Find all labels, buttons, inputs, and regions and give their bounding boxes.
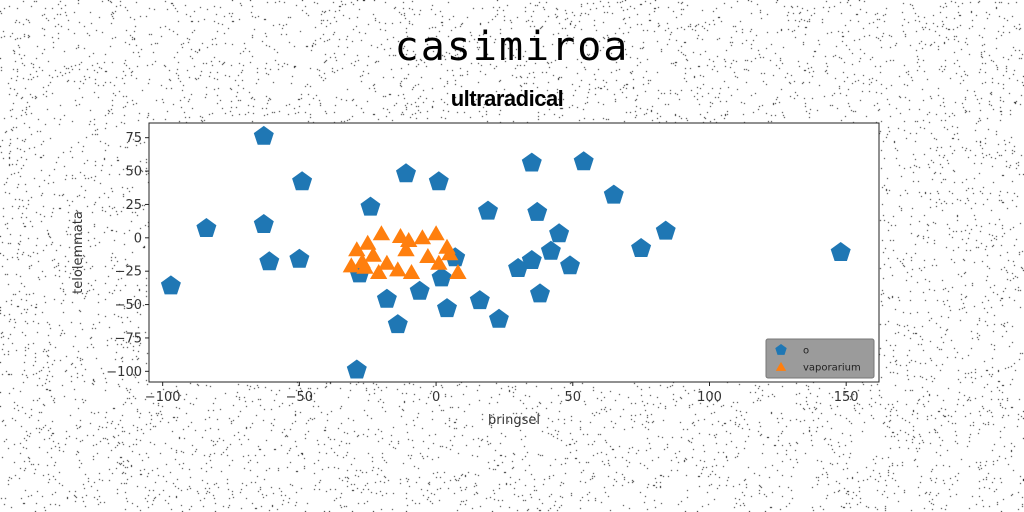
y-tick-label: −100	[106, 365, 142, 380]
series-o-point	[573, 151, 594, 171]
y-tick-label: −75	[115, 331, 142, 346]
legend-label: o	[803, 346, 809, 357]
series-vaporarium-point	[402, 264, 421, 279]
series-o-point	[346, 359, 367, 379]
series-o-point	[521, 250, 542, 269]
y-tick-label: −50	[115, 298, 142, 313]
series-o-point	[437, 298, 457, 318]
series-o-point	[387, 314, 408, 334]
series-o-point	[431, 267, 452, 287]
series-o-point	[376, 288, 397, 308]
series-o-point	[549, 223, 570, 243]
series-vaporarium-point	[364, 246, 382, 262]
series-o-point	[489, 308, 509, 328]
series-o-point	[196, 218, 217, 237]
y-tick-label: −25	[115, 265, 142, 280]
series-o-point	[289, 248, 310, 268]
series-o-point	[360, 196, 381, 216]
series-o-point	[396, 163, 416, 183]
series-o-point	[655, 220, 676, 240]
y-tick-label: 50	[125, 165, 142, 180]
series-vaporarium-point	[397, 241, 415, 257]
series-o-point	[540, 240, 561, 260]
plot-frame	[148, 122, 880, 383]
legend: o vaporarium	[765, 338, 875, 379]
series-vaporarium-point	[378, 254, 396, 270]
chart-title: casimiroa	[394, 24, 630, 70]
series-o-point	[160, 275, 181, 295]
chart-subtitle: ultraradical	[450, 86, 564, 111]
x-axis-label: bringsel	[488, 413, 540, 428]
x-tick-label: 150	[834, 390, 859, 405]
series-o-point	[253, 214, 274, 233]
legend-marker-1	[775, 361, 787, 371]
series-vaporarium-point	[430, 254, 448, 270]
legend-marker-0	[775, 344, 787, 355]
y-tick-label: 25	[125, 198, 142, 213]
series-o-point	[603, 184, 624, 204]
y-tick-label: 0	[134, 231, 142, 246]
series-o-point	[530, 283, 550, 303]
series-o-point	[527, 201, 548, 221]
series-vaporarium-point	[342, 257, 360, 273]
x-tick-label: 0	[432, 390, 440, 405]
series-vaporarium-point	[427, 225, 445, 241]
series-o-point	[259, 251, 280, 271]
series-vaporarium-point	[389, 261, 407, 277]
series-vaporarium-point	[370, 264, 388, 279]
series-o-point	[292, 171, 313, 191]
series-o-point	[428, 171, 449, 191]
legend-label: vaporarium	[803, 363, 861, 374]
axis-ticks: −100 −50 0 50 100 150 75 50 25 0 −25 −50 −75 −100	[106, 131, 858, 405]
points-layer	[160, 125, 851, 379]
series-vaporarium-point	[359, 234, 377, 250]
series-o-point	[631, 238, 652, 257]
series-o-point	[253, 125, 274, 145]
series-vaporarium-point	[449, 264, 467, 279]
x-tick-label: −100	[145, 390, 181, 405]
y-tick-label: 75	[125, 131, 142, 146]
series-o-point	[469, 290, 490, 310]
x-tick-label: −50	[286, 390, 313, 405]
series-o-point	[508, 258, 529, 277]
series-o-point	[521, 152, 542, 172]
series-o-point	[830, 242, 851, 261]
series-vaporarium-point	[413, 229, 432, 245]
series-o-point	[478, 200, 498, 220]
series-vaporarium-point	[441, 245, 459, 261]
series-vaporarium-point	[372, 225, 391, 241]
y-axis-label: telolemmata	[71, 211, 86, 294]
series-o-point	[409, 280, 430, 300]
series-vaporarium-point	[419, 248, 437, 263]
x-tick-label: 50	[565, 390, 582, 405]
x-tick-label: 100	[697, 390, 722, 405]
series-vaporarium-point	[356, 258, 374, 274]
series-vaporarium-point	[348, 241, 366, 257]
series-vaporarium-point	[400, 232, 418, 247]
series-o-point	[560, 255, 580, 275]
legend-box	[765, 338, 875, 379]
